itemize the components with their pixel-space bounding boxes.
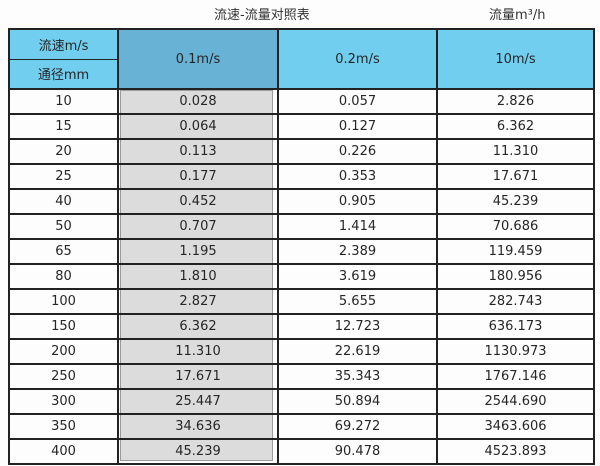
diameter-cell: 50	[8, 213, 119, 240]
flow-rate-table: 流速m/s 0.1m/s 0.2m/s 10m/s 通径mm 10 0.028 0.…	[8, 28, 595, 465]
table-row: 20 0.113 0.226 11.310	[8, 138, 595, 165]
flow-value-cell: 1130.973	[436, 338, 595, 365]
table-body: 流速m/s 0.1m/s 0.2m/s 10m/s 通径mm 10 0.028 0.…	[8, 28, 595, 465]
flow-value-cell: 17.671	[117, 363, 279, 390]
flow-value-cell: 1.414	[277, 213, 438, 240]
column-header-01ms: 0.1m/s	[117, 28, 279, 90]
flow-unit-label: 流量m³/h	[489, 8, 546, 23]
flow-value-cell: 12.723	[277, 313, 438, 340]
diameter-cell: 40	[8, 188, 119, 215]
flow-value-cell: 0.226	[277, 138, 438, 165]
flow-value-cell: 22.619	[277, 338, 438, 365]
corner-header-diameter: 通径mm	[8, 58, 119, 90]
flow-value-cell: 6.362	[436, 113, 595, 140]
table-row: 80 1.810 3.619 180.956	[8, 263, 595, 290]
diameter-cell: 20	[8, 138, 119, 165]
diameter-cell: 200	[8, 338, 119, 365]
flow-value-cell: 1.195	[117, 238, 279, 265]
flow-value-cell: 2.389	[277, 238, 438, 265]
table-row: 150 6.362 12.723 636.173	[8, 313, 595, 340]
flow-value-cell: 2.827	[117, 288, 279, 315]
flow-value-cell: 0.028	[117, 88, 279, 115]
flow-value-cell: 1.810	[117, 263, 279, 290]
table-row: 15 0.064 0.127 6.362	[8, 113, 595, 140]
flow-value-cell: 35.343	[277, 363, 438, 390]
flow-value-cell: 0.113	[117, 138, 279, 165]
table-row: 50 0.707 1.414 70.686	[8, 213, 595, 240]
flow-value-cell: 282.743	[436, 288, 595, 315]
corner-header-velocity: 流速m/s	[8, 28, 119, 60]
flow-value-cell: 3463.606	[436, 413, 595, 440]
diameter-cell: 350	[8, 413, 119, 440]
flow-value-cell: 4523.893	[436, 438, 595, 465]
table-row: 400 45.239 90.478 4523.893	[8, 438, 595, 465]
flow-value-cell: 0.177	[117, 163, 279, 190]
flow-value-cell: 45.239	[436, 188, 595, 215]
table-title: 流速-流量对照表	[214, 8, 310, 23]
table-row: 200 11.310 22.619 1130.973	[8, 338, 595, 365]
flow-value-cell: 6.362	[117, 313, 279, 340]
diameter-cell: 25	[8, 163, 119, 190]
flow-value-cell: 0.057	[277, 88, 438, 115]
table-row: 300 25.447 50.894 2544.690	[8, 388, 595, 415]
diameter-cell: 80	[8, 263, 119, 290]
column-header-02ms: 0.2m/s	[277, 28, 438, 90]
header-row-bottom: 通径mm	[8, 58, 594, 90]
flow-value-cell: 2544.690	[436, 388, 595, 415]
flow-value-cell: 45.239	[117, 438, 279, 465]
flow-value-cell: 3.619	[277, 263, 438, 290]
diameter-cell: 15	[8, 113, 119, 140]
diameter-cell: 250	[8, 363, 119, 390]
flow-value-cell: 17.671	[436, 163, 595, 190]
flow-value-cell: 0.905	[277, 188, 438, 215]
table-row: 350 34.636 69.272 3463.606	[8, 413, 595, 440]
diameter-cell: 300	[8, 388, 119, 415]
flow-value-cell: 5.655	[277, 288, 438, 315]
table-row: 25 0.177 0.353 17.671	[8, 163, 595, 190]
diameter-cell: 10	[8, 88, 119, 115]
flow-value-cell: 25.447	[117, 388, 279, 415]
flow-value-cell: 2.826	[436, 88, 595, 115]
table-row: 10 0.028 0.057 2.826	[8, 88, 595, 115]
flow-value-cell: 119.459	[436, 238, 595, 265]
diameter-cell: 100	[8, 288, 119, 315]
table-row: 250 17.671 35.343 1767.146	[8, 363, 595, 390]
diameter-cell: 65	[8, 238, 119, 265]
flow-value-cell: 0.064	[117, 113, 279, 140]
column-header-10ms: 10m/s	[436, 28, 595, 90]
flow-value-cell: 11.310	[117, 338, 279, 365]
flow-value-cell: 0.353	[277, 163, 438, 190]
flow-value-cell: 1767.146	[436, 363, 595, 390]
table-row: 100 2.827 5.655 282.743	[8, 288, 595, 315]
table-row: 40 0.452 0.905 45.239	[8, 188, 595, 215]
flow-value-cell: 69.272	[277, 413, 438, 440]
diameter-cell: 150	[8, 313, 119, 340]
flow-value-cell: 34.636	[117, 413, 279, 440]
flow-value-cell: 0.452	[117, 188, 279, 215]
table-row: 65 1.195 2.389 119.459	[8, 238, 595, 265]
flow-value-cell: 70.686	[436, 213, 595, 240]
flow-value-cell: 0.127	[277, 113, 438, 140]
flow-value-cell: 11.310	[436, 138, 595, 165]
flow-value-cell: 90.478	[277, 438, 438, 465]
flow-value-cell: 0.707	[117, 213, 279, 240]
flow-value-cell: 50.894	[277, 388, 438, 415]
header-row-top: 流速m/s 0.1m/s 0.2m/s 10m/s	[8, 28, 595, 90]
diameter-cell: 400	[8, 438, 119, 465]
flow-value-cell: 636.173	[436, 313, 595, 340]
flow-value-cell: 180.956	[436, 263, 595, 290]
